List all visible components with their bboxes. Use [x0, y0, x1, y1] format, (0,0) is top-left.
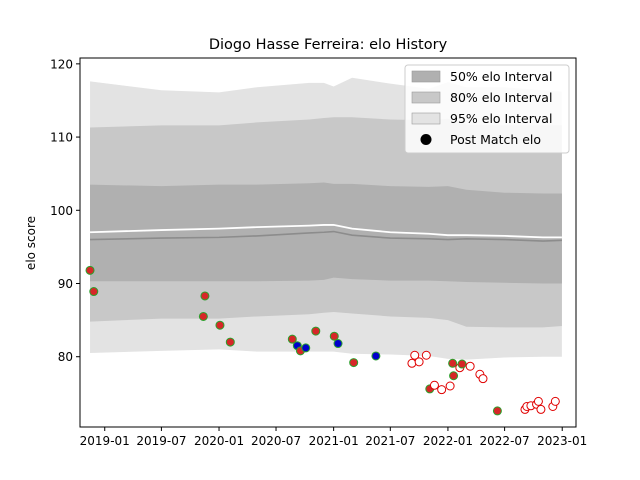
legend-label: 80% elo Interval [450, 90, 552, 105]
post-match-elo-point [421, 350, 431, 360]
legend-label: 95% elo Interval [450, 111, 552, 126]
y-axis-label: elo score [24, 216, 38, 270]
y-tick-label: 110 [50, 131, 73, 145]
post-match-elo-point [287, 334, 297, 344]
post-match-elo-point [410, 350, 420, 360]
x-tick-label: 2019-01 [80, 434, 130, 448]
post-match-elo-point [457, 359, 467, 369]
y-tick-label: 80 [58, 350, 73, 364]
mean-elo-line [89, 224, 562, 239]
post-match-elo-point [429, 380, 439, 390]
legend: 50% elo Interval 80% elo Interval 95% elo … [404, 64, 570, 154]
post-match-elo-point [465, 361, 475, 371]
post-match-elo-point [414, 357, 424, 367]
x-tick-label: 2020-01 [194, 434, 244, 448]
plot-frame [79, 57, 577, 428]
post-match-elo-point [329, 331, 339, 341]
x-tick-label: 2021-01 [309, 434, 359, 448]
band-50-interval [90, 182, 562, 284]
post-match-elo-point [85, 265, 95, 275]
legend-swatch [411, 112, 441, 125]
legend-swatch [411, 91, 441, 104]
x-tick-label: 2022-07 [480, 434, 530, 448]
post-match-elo-point [478, 374, 488, 384]
median-elo-line [90, 230, 562, 242]
post-match-elo-point [311, 326, 321, 336]
post-match-elo-point [533, 396, 543, 406]
post-match-elo-point [301, 343, 311, 353]
post-match-elo-point [445, 381, 455, 391]
post-match-elo-point [200, 291, 210, 301]
post-match-elo-point [437, 385, 447, 395]
legend-marker [420, 134, 432, 145]
post-match-elo-point [89, 287, 99, 297]
post-match-elo-point [215, 320, 225, 330]
post-match-elo-point [550, 396, 560, 406]
x-tick-label: 2023-01 [537, 434, 587, 448]
y-tick-label: 100 [50, 204, 73, 218]
x-tick-label: 2021-07 [365, 434, 415, 448]
post-match-elo-point [407, 358, 417, 368]
legend-box [404, 64, 570, 154]
post-match-elo-point [536, 404, 546, 414]
post-match-elo-point [198, 311, 208, 321]
legend-label: 50% elo Interval [450, 69, 552, 84]
x-tick-label: 2019-07 [136, 434, 186, 448]
post-match-elo-point [448, 358, 458, 368]
x-tick-label: 2022-01 [423, 434, 473, 448]
chart-title: Diogo Hasse Ferreira: elo History [209, 37, 448, 53]
x-tick-label: 2020-07 [251, 434, 301, 448]
post-match-elo-point [333, 339, 343, 349]
post-match-elo-point [225, 337, 235, 347]
legend-label: Post Match elo [450, 132, 541, 147]
legend-swatch [411, 70, 441, 83]
post-match-elo-point [371, 351, 381, 361]
post-match-elo-point [492, 406, 502, 416]
y-tick-label: 120 [50, 57, 73, 71]
y-tick-label: 90 [58, 277, 73, 291]
post-match-elo-point [449, 371, 459, 381]
axes: 2019-01 2019-07 2020-01 2020-07 2021-01 2021-… [50, 57, 587, 448]
post-match-elo-point [349, 358, 359, 368]
